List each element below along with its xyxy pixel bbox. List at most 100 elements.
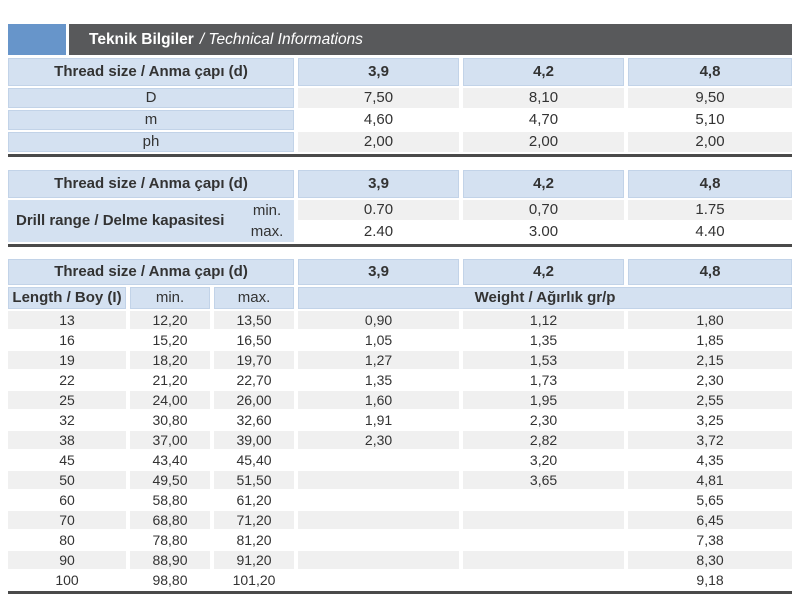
table-row: Drill range / Delme kapasitesi min. 0.70… <box>8 200 792 244</box>
length-cell: 13 <box>8 311 130 331</box>
weight-header: Weight / Ağırlık gr/p <box>298 287 793 311</box>
min-cell: 58,80 <box>130 491 214 511</box>
max-cell: 45,40 <box>214 451 299 471</box>
weight-cell: 1,73 <box>463 371 629 391</box>
max-cell: 32,60 <box>214 411 299 431</box>
length-header: Length / Boy (I) <box>8 287 130 311</box>
max-cell: 19,70 <box>214 351 299 371</box>
weight-cell: 1,35 <box>298 371 464 391</box>
max-cell: 22,70 <box>214 371 299 391</box>
weight-cell <box>463 551 629 571</box>
max-cell: 51,50 <box>214 471 299 491</box>
dimensions-table: Thread size / Anma çapı (d) 3,9 4,2 4,8 … <box>8 58 792 154</box>
min-cell: 68,80 <box>130 511 214 531</box>
table-row: 60 58,80 61,20 5,65 <box>8 491 793 511</box>
thread-size-header: Thread size / Anma çapı (d) <box>8 170 298 200</box>
length-cell: 80 <box>8 531 130 551</box>
weight-cell: 3,72 <box>628 431 793 451</box>
accent-block <box>8 24 66 55</box>
max-cell: 13,50 <box>214 311 299 331</box>
weight-cell: 1,12 <box>463 311 629 331</box>
weight-cell: 7,38 <box>628 531 793 551</box>
min-cell: 18,20 <box>130 351 214 371</box>
weight-cell: 1,95 <box>463 391 629 411</box>
row-label: ph <box>8 132 298 154</box>
length-cell: 50 <box>8 471 130 491</box>
weight-cell: 2,30 <box>463 411 629 431</box>
value-cell: 4,70 <box>463 110 628 132</box>
min-cell: 12,20 <box>130 311 214 331</box>
table-row: 13 12,20 13,50 0,90 1,12 1,80 <box>8 311 793 331</box>
weight-cell: 1,85 <box>628 331 793 351</box>
value-cell: 2,00 <box>298 132 463 154</box>
page-title-tr: Teknik Bilgiler <box>89 30 194 48</box>
table-row: 100 98,80 101,20 9,18 <box>8 571 793 591</box>
value-cell: 8,10 <box>463 88 628 110</box>
table-row: 70 68,80 71,20 6,45 <box>8 511 793 531</box>
weight-cell: 0,90 <box>298 311 464 331</box>
thread-size-header: Thread size / Anma çapı (d) <box>8 58 298 88</box>
weight-cell: 2,15 <box>628 351 793 371</box>
value-cell: 4,60 <box>298 110 463 132</box>
title-strip: Teknik Bilgiler / Technical Informations <box>69 24 792 55</box>
max-cell: 61,20 <box>214 491 299 511</box>
weight-cell: 9,18 <box>628 571 793 591</box>
table-row: D 7,50 8,10 9,50 <box>8 88 792 110</box>
weight-cell: 2,55 <box>628 391 793 411</box>
weight-cell <box>298 531 464 551</box>
value-cell: 1.75 <box>628 200 792 222</box>
table-header-row: Thread size / Anma çapı (d) 3,9 4,2 4,8 <box>8 170 792 200</box>
min-cell: 30,80 <box>130 411 214 431</box>
table-row: max. 2.40 3.00 4.40 <box>8 222 792 244</box>
weight-cell <box>463 571 629 591</box>
weight-cell: 5,65 <box>628 491 793 511</box>
weight-cell: 2,30 <box>628 371 793 391</box>
length-cell: 38 <box>8 431 130 451</box>
max-cell: 39,00 <box>214 431 299 451</box>
table-row: 45 43,40 45,40 3,20 4,35 <box>8 451 793 471</box>
max-cell: 71,20 <box>214 511 299 531</box>
min-cell: 43,40 <box>130 451 214 471</box>
col-header-3-9: 3,9 <box>298 259 464 287</box>
drill-range-table: Thread size / Anma çapı (d) 3,9 4,2 4,8 … <box>8 170 792 244</box>
value-cell: 5,10 <box>628 110 792 132</box>
weight-cell <box>298 551 464 571</box>
col-header-4-2: 4,2 <box>463 170 628 200</box>
min-cell: 49,50 <box>130 471 214 491</box>
table-header-row: Thread size / Anma çapı (d) 3,9 4,2 4,8 <box>8 58 792 88</box>
page-title-en: / Technical Informations <box>199 30 363 48</box>
title-bar: Teknik Bilgiler / Technical Informations <box>8 24 792 55</box>
min-header: min. <box>130 287 214 311</box>
min-cell: 88,90 <box>130 551 214 571</box>
max-cell: 16,50 <box>214 331 299 351</box>
weight-cell: 6,45 <box>628 511 793 531</box>
weight-cell: 1,53 <box>463 351 629 371</box>
value-cell: 2.40 <box>298 222 463 244</box>
value-cell: 4.40 <box>628 222 792 244</box>
table-row: 80 78,80 81,20 7,38 <box>8 531 793 551</box>
length-cell: 19 <box>8 351 130 371</box>
table-subheader-row: Length / Boy (I) min. max. Weight / Ağır… <box>8 287 793 311</box>
min-cell: 24,00 <box>130 391 214 411</box>
weight-cell: 2,30 <box>298 431 464 451</box>
value-cell: 0,70 <box>463 200 628 222</box>
table-row: 50 49,50 51,50 3,65 4,81 <box>8 471 793 491</box>
weight-cell: 8,30 <box>628 551 793 571</box>
length-cell: 100 <box>8 571 130 591</box>
max-header: max. <box>214 287 299 311</box>
thread-size-header: Thread size / Anma çapı (d) <box>8 259 299 287</box>
weight-cell: 1,80 <box>628 311 793 331</box>
table-row: 38 37,00 39,00 2,30 2,82 3,72 <box>8 431 793 451</box>
col-header-3-9: 3,9 <box>298 170 463 200</box>
table-row: 16 15,20 16,50 1,05 1,35 1,85 <box>8 331 793 351</box>
divider <box>8 154 792 157</box>
weight-cell <box>298 571 464 591</box>
divider <box>8 244 792 247</box>
weight-cell <box>463 531 629 551</box>
weight-cell: 2,82 <box>463 431 629 451</box>
weight-cell: 3,25 <box>628 411 793 431</box>
min-label: min. <box>240 200 298 222</box>
min-cell: 78,80 <box>130 531 214 551</box>
length-cell: 90 <box>8 551 130 571</box>
col-header-4-2: 4,2 <box>463 259 629 287</box>
